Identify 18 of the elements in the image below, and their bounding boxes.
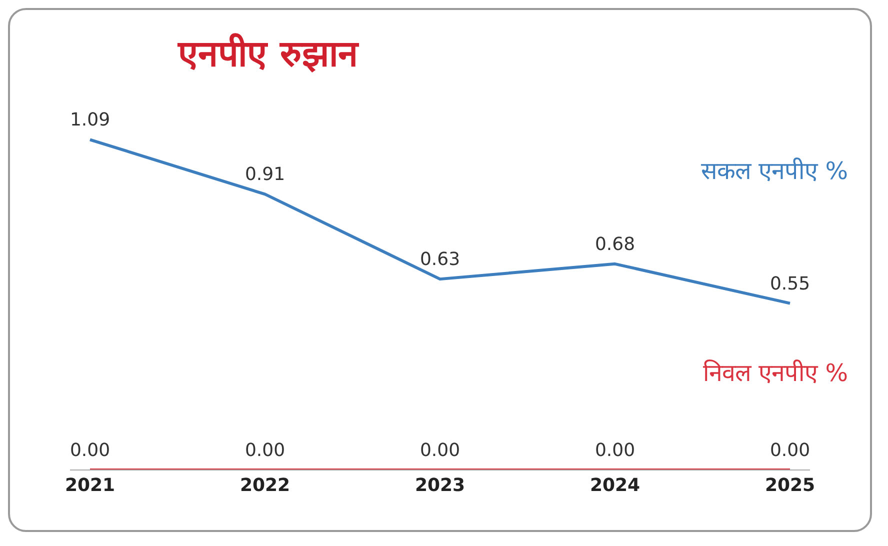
data-label: 0.00 [770, 440, 810, 461]
x-tick-label: 2023 [414, 474, 466, 496]
data-label: 0.91 [244, 164, 286, 186]
data-label: 0.00 [244, 440, 286, 461]
x-tick-label: 2021 [64, 474, 116, 496]
data-label: 0.00 [70, 440, 110, 461]
data-label: 0.55 [770, 273, 810, 294]
data-label: 0.00 [420, 440, 460, 461]
x-tick-label: 2022 [240, 474, 290, 496]
data-label: 0.63 [420, 249, 460, 270]
data-label: 0.00 [594, 440, 636, 461]
chart-title: एनपीए रुझान [176, 32, 360, 77]
x-tick-label: 2025 [764, 474, 816, 496]
text: निवल एनपीए % [702, 358, 848, 388]
data-label: 1.09 [70, 110, 110, 131]
text: सकल एनपीए % [700, 156, 848, 186]
x-tick-label: 2024 [590, 474, 640, 496]
data-label: 0.68 [594, 234, 636, 255]
